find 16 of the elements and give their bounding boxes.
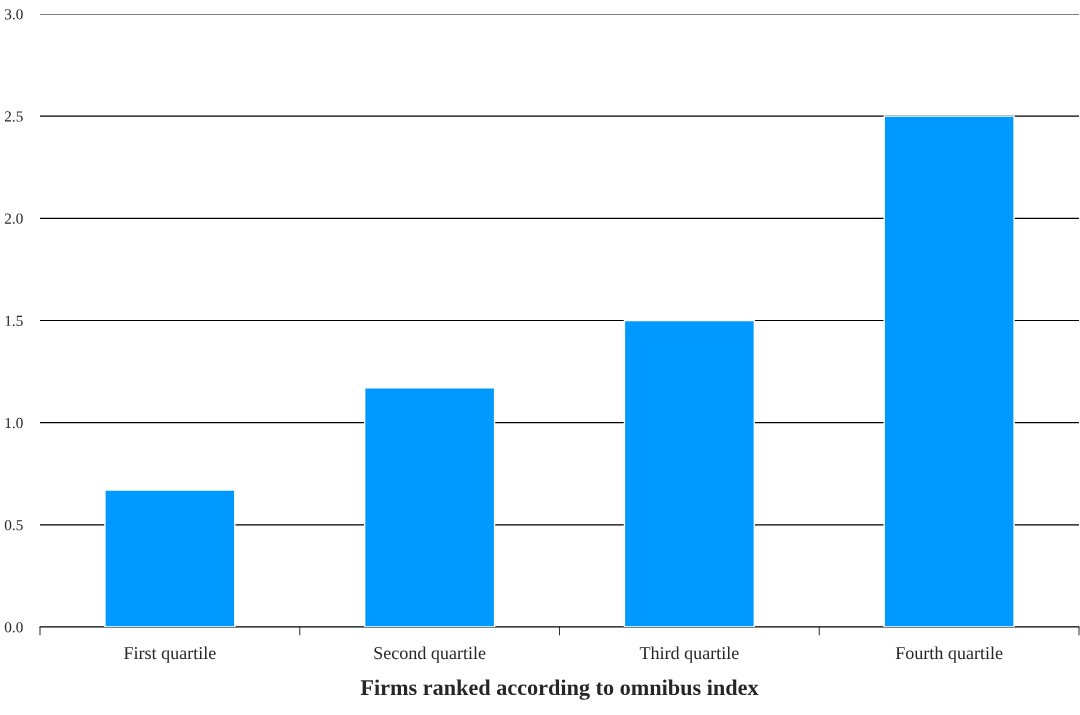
y-tick-label: 2.5 [4, 111, 23, 122]
bar [883, 115, 1015, 627]
x-axis-title: Firms ranked according to omnibus index [360, 679, 759, 700]
y-tick-label: 1.5 [5, 315, 23, 327]
x-tick-label: Third quartile [639, 646, 739, 663]
bar [623, 319, 756, 627]
y-tick-label: 2.0 [4, 213, 23, 224]
x-tick-label: Second quartile [374, 646, 486, 663]
x-tick-label: Fourth quartile [895, 646, 1003, 663]
y-tick-label: 3.0 [4, 9, 23, 20]
y-tick-label: 0.0 [4, 622, 23, 633]
y-tick-label: 1.0 [5, 417, 23, 429]
x-tick-label: First quartile [124, 646, 216, 663]
bar [104, 489, 236, 627]
y-tick-label: 0.5 [4, 519, 23, 531]
bar [363, 387, 496, 627]
